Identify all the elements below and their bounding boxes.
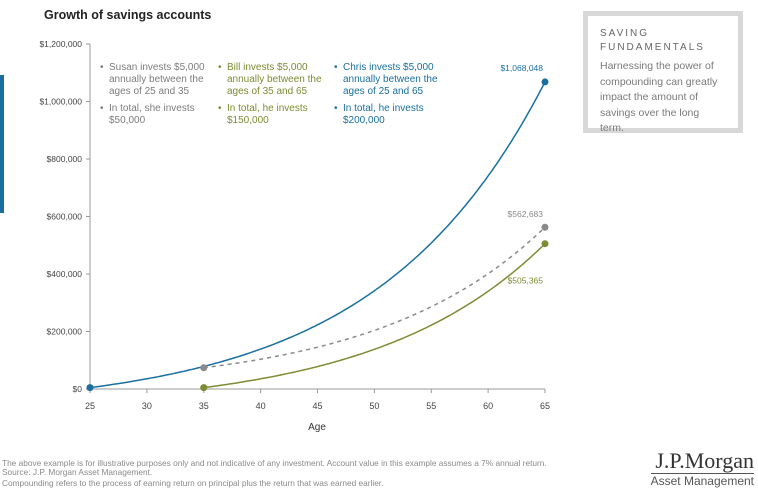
x-axis-label: Age xyxy=(308,422,326,433)
x-tick-label: 30 xyxy=(142,401,152,411)
legend-bill: Bill invests $5,000 annually between the… xyxy=(218,62,330,132)
point-bill-end xyxy=(541,240,549,248)
legend-susan-item: Susan invests $5,000 annually between th… xyxy=(100,62,215,98)
logo-subtitle: Asset Management xyxy=(650,474,754,488)
line-susan xyxy=(203,226,546,369)
logo-name: J.P.Morgan xyxy=(650,450,754,474)
legend-bill-item: In total, he invests $150,000 xyxy=(218,103,330,127)
footnote-compounding: Compounding refers to the process of ear… xyxy=(2,478,384,488)
y-tick-label: $800,000 xyxy=(47,154,83,164)
box-heading-line1: SAVING xyxy=(600,28,650,39)
x-tick-label: 60 xyxy=(483,401,493,411)
point-chris-end xyxy=(541,78,549,86)
footnote-disclaimer: The above example is for illustrative pu… xyxy=(2,458,547,468)
y-tick-label: $600,000 xyxy=(47,212,83,222)
saving-fundamentals-box: SAVING FUNDAMENTALS Harnessing the power… xyxy=(583,11,743,134)
x-tick-label: 40 xyxy=(256,401,266,411)
legend-susan: Susan invests $5,000 annually between th… xyxy=(100,62,215,132)
series-points xyxy=(86,78,549,392)
x-tick-label: 25 xyxy=(85,401,95,411)
series-lines xyxy=(89,81,546,389)
data-label-susan: $562,683 xyxy=(508,209,544,219)
point-susan-end xyxy=(541,223,549,231)
legend-chris-item: Chris invests $5,000 annually between th… xyxy=(334,62,446,98)
box-heading: SAVING FUNDAMENTALS xyxy=(600,27,726,55)
x-tick-label: 45 xyxy=(312,401,322,411)
growth-chart: $0 $200,000 $400,000 $600,000 $800,000 $1,000… xyxy=(39,39,550,433)
box-heading-line2: FUNDAMENTALS xyxy=(600,42,705,53)
legend-bill-item: Bill invests $5,000 annually between the… xyxy=(218,62,330,98)
y-tick-label: $0 xyxy=(73,384,83,394)
chart-title: Growth of savings accounts xyxy=(44,8,212,22)
y-tick-label: $1,200,000 xyxy=(39,39,82,49)
data-label-chris: $1,068,048 xyxy=(500,63,543,73)
data-labels: $1,068,048 $562,683 $505,365 xyxy=(500,63,543,286)
legend-susan-item: In total, she invests $50,000 xyxy=(100,103,215,127)
y-axis: $0 $200,000 $400,000 $600,000 $800,000 $1,000… xyxy=(39,39,91,394)
legend-chris: Chris invests $5,000 annually between th… xyxy=(334,62,446,132)
y-tick-label: $400,000 xyxy=(47,269,83,279)
y-tick-label: $200,000 xyxy=(47,327,83,337)
x-tick-label: 50 xyxy=(369,401,379,411)
x-tick-label: 65 xyxy=(540,401,550,411)
footnote-source: Source: J.P. Morgan Asset Management. xyxy=(2,467,153,477)
data-label-bill: $505,365 xyxy=(508,276,544,286)
point-susan-start xyxy=(200,364,208,372)
x-tick-label: 55 xyxy=(426,401,436,411)
line-bill xyxy=(203,243,546,389)
point-bill-start xyxy=(200,384,208,392)
y-tick-label: $1,000,000 xyxy=(39,97,82,107)
line-chris xyxy=(89,81,546,389)
x-tick-label: 35 xyxy=(199,401,209,411)
point-chris-start xyxy=(86,384,94,392)
accent-bar xyxy=(0,75,4,213)
jpmorgan-logo: J.P.Morgan Asset Management xyxy=(650,450,754,488)
x-axis: 25 30 35 40 45 50 55 60 65 xyxy=(85,388,550,411)
box-body: Harnessing the power of compounding can … xyxy=(600,60,718,134)
legend-chris-item: In total, he invests $200,000 xyxy=(334,103,446,127)
